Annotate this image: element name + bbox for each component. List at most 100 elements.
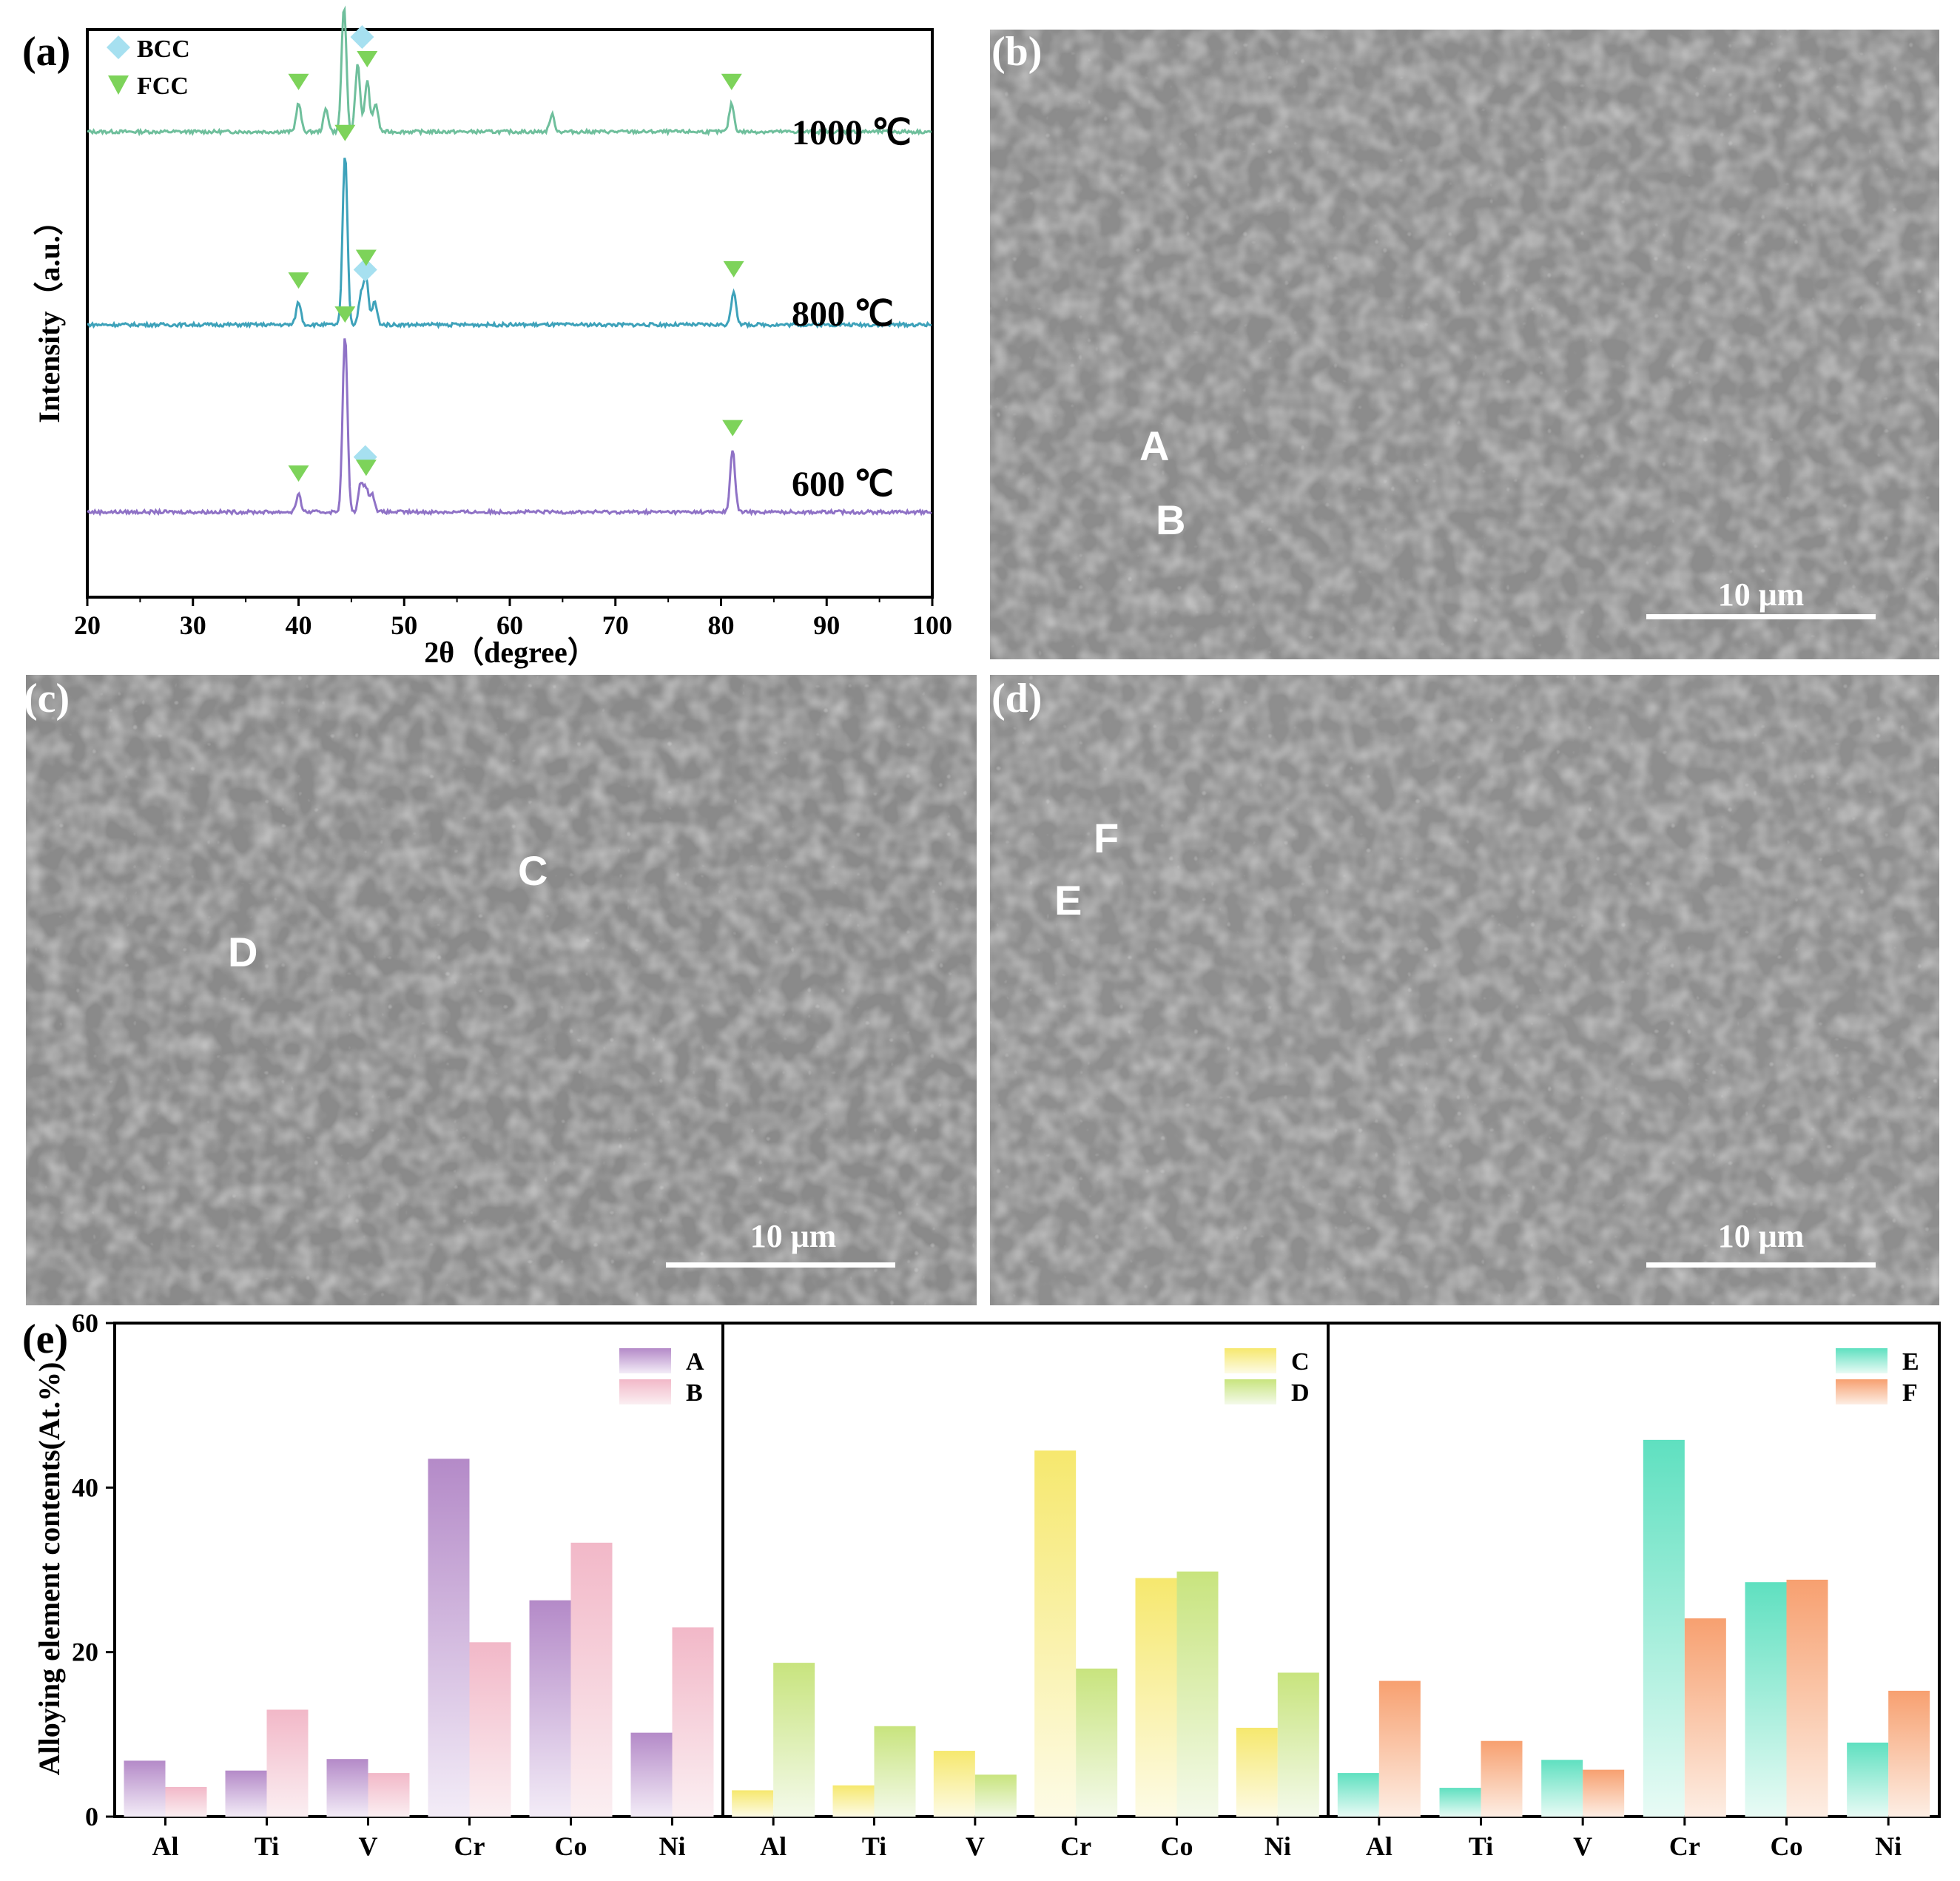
legend-label-E: E: [1902, 1348, 1919, 1376]
sem-point-B: B: [1156, 497, 1185, 543]
bar-y-tick-label: 20: [72, 1638, 98, 1667]
scale-bar-label-c: 10 μm: [750, 1218, 837, 1254]
bar-F-Ti: [1481, 1740, 1523, 1817]
bar-x-tick-label: Ti: [1469, 1831, 1493, 1861]
xrd-panel: 20 30 40 50 60 70 80 90 100 2θ（degree） Intensity…: [22, 5, 952, 669]
xrd-x-tick-label: 60: [496, 610, 523, 640]
xrd-y-axis-label: Intensity（a.u.）: [33, 206, 66, 423]
fcc-marker-icon: [721, 73, 742, 90]
bar-x-tick-label: Co: [1161, 1831, 1193, 1861]
legend-bcc: BCC: [137, 36, 190, 63]
bar-x-tick-label: Cr: [1669, 1831, 1700, 1861]
bar-E-Ni: [1847, 1742, 1889, 1817]
bar-E-Al: [1337, 1773, 1379, 1817]
bcc-legend-diamond-icon: [107, 36, 130, 59]
scale-bar-label-d: 10 μm: [1718, 1218, 1805, 1254]
fcc-marker-icon: [288, 272, 309, 289]
fcc-marker-icon: [334, 124, 356, 141]
bar-y-tick-label: 0: [85, 1802, 98, 1831]
scale-bar-b: [1646, 614, 1876, 619]
scale-bar-c: [666, 1262, 895, 1268]
bar-C-Ni: [1236, 1727, 1278, 1817]
legend-label-B: B: [686, 1379, 703, 1407]
bar-E-Ti: [1439, 1788, 1481, 1817]
legend-fcc: FCC: [137, 73, 189, 100]
bar-C-V: [933, 1751, 975, 1817]
bar-y-tick-label: 60: [72, 1308, 98, 1338]
bar-x-tick-label: Co: [1771, 1831, 1803, 1861]
legend-label-F: F: [1902, 1379, 1918, 1407]
composition-panel: 0 20 40 60 Al Ti V Cr Co Ni Al Ti V Cr Co Ni Al Ti V Cr Co N…: [22, 1308, 1941, 1861]
fcc-legend-triangle-icon: [108, 75, 129, 95]
bar-x-tick-label: Ti: [255, 1831, 279, 1861]
bar-C-Cr: [1034, 1450, 1077, 1817]
bar-C-Co: [1135, 1578, 1177, 1817]
fcc-marker-icon: [355, 460, 377, 477]
bar-D-V: [974, 1774, 1017, 1817]
fcc-marker-icon: [288, 465, 309, 482]
bar-y-ticks: 0 20 40 60: [72, 1308, 115, 1831]
bar-chart-frame: [113, 1322, 1941, 1818]
xrd-x-tick-label: 20: [74, 610, 101, 640]
bar-x-tick-label: Ni: [1264, 1831, 1291, 1861]
fcc-marker-icon: [355, 249, 377, 266]
sem-panel-b: A B 10 μm (b): [990, 29, 1939, 659]
xrd-curve-2: [87, 338, 932, 516]
bar-x-tick-label: Al: [1366, 1831, 1392, 1861]
xrd-x-axis-label: 2θ（degree）: [424, 636, 596, 669]
bar-A-Ni: [630, 1732, 673, 1817]
bar-legends: AB CD EF: [619, 1348, 1919, 1407]
xrd-x-tick-label: 70: [602, 610, 629, 640]
fcc-marker-icon: [334, 306, 356, 323]
bcc-marker-icon: [353, 258, 377, 282]
bar-C-Ti: [832, 1785, 875, 1817]
sem-panel-c: C D 10 μm (c): [24, 675, 977, 1305]
xrd-curve-1: [87, 158, 932, 329]
bar-y-axis-label: Alloying element contents(At.%): [33, 1362, 66, 1776]
xrd-x-tick-label: 80: [708, 610, 735, 640]
bar-A-V: [326, 1759, 368, 1817]
bcc-marker-icon: [350, 25, 374, 50]
temperature-label-1000: 1000 ℃: [792, 113, 912, 152]
sem-dendrites-d: [990, 675, 1939, 1305]
bar-B-Ti: [266, 1709, 309, 1817]
legend-swatch-C: [1225, 1348, 1276, 1373]
bar-F-Co: [1786, 1579, 1828, 1817]
legend-swatch-E: [1836, 1348, 1887, 1373]
xrd-legend: BCC FCC: [107, 36, 190, 100]
bar-x-tick-label: Cr: [1060, 1831, 1091, 1861]
bar-F-Cr: [1684, 1618, 1726, 1817]
xrd-frame: [86, 28, 934, 599]
bar-x-tick-label: Cr: [454, 1831, 485, 1861]
legend-label-C: C: [1291, 1348, 1310, 1376]
sem-panel-d: F E 10 μm (d): [990, 675, 1939, 1305]
bar-B-Co: [570, 1542, 613, 1817]
bar-E-Co: [1745, 1582, 1787, 1817]
bar-A-Co: [529, 1600, 571, 1817]
xrd-x-tick-label: 40: [286, 610, 312, 640]
fcc-marker-icon: [723, 260, 744, 277]
bar-D-Co: [1176, 1571, 1219, 1817]
bar-x-tick-label: Ti: [862, 1831, 886, 1861]
bar-x-tick-label: Ni: [1875, 1831, 1902, 1861]
xrd-x-tick-label: 50: [391, 610, 417, 640]
bar-B-V: [368, 1773, 410, 1817]
composition-bars: [124, 1439, 1930, 1817]
xrd-phase-markers: [288, 25, 744, 482]
bar-x-tick-label: Al: [152, 1831, 179, 1861]
bar-D-Cr: [1076, 1668, 1118, 1817]
sem-point-A: A: [1139, 423, 1169, 469]
bar-D-Ti: [874, 1726, 916, 1817]
bar-A-Cr: [428, 1458, 470, 1817]
panel-label-c: (c): [24, 676, 70, 721]
bar-E-V: [1541, 1760, 1583, 1817]
bar-x-tick-label: Al: [760, 1831, 787, 1861]
legend-label-A: A: [686, 1348, 704, 1376]
fcc-marker-icon: [722, 420, 744, 437]
scale-bar-d: [1646, 1262, 1876, 1268]
xrd-x-tick-label: 30: [180, 610, 206, 640]
xrd-x-tick-label: 100: [912, 610, 952, 640]
bar-A-Al: [124, 1760, 166, 1817]
bar-x-ticks: Al Ti V Cr Co Ni Al Ti V Cr Co Ni Al Ti V Cr Co Ni: [152, 1817, 1902, 1861]
